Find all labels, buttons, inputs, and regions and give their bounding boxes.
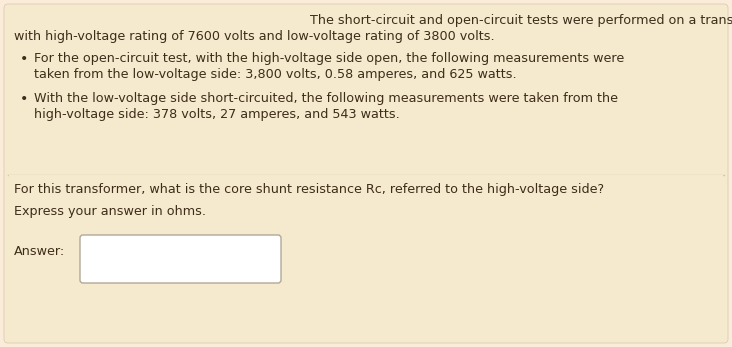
Text: •: • <box>20 52 29 66</box>
Text: The short-circuit and open-circuit tests were performed on a transformer,: The short-circuit and open-circuit tests… <box>310 14 732 27</box>
FancyBboxPatch shape <box>80 235 281 283</box>
FancyBboxPatch shape <box>4 4 728 343</box>
Text: Answer:: Answer: <box>14 245 65 258</box>
Text: high-voltage side: 378 volts, 27 amperes, and 543 watts.: high-voltage side: 378 volts, 27 amperes… <box>34 108 400 121</box>
Text: •: • <box>20 92 29 106</box>
Text: For this transformer, what is the core shunt resistance Rc, referred to the high: For this transformer, what is the core s… <box>14 183 604 196</box>
Bar <box>9 175 723 338</box>
Text: Express your answer in ohms.: Express your answer in ohms. <box>14 205 206 218</box>
Text: taken from the low-voltage side: 3,800 volts, 0.58 amperes, and 625 watts.: taken from the low-voltage side: 3,800 v… <box>34 68 517 81</box>
Text: with high-voltage rating of 7600 volts and low-voltage rating of 3800 volts.: with high-voltage rating of 7600 volts a… <box>14 30 495 43</box>
Text: For the open-circuit test, with the high-voltage side open, the following measur: For the open-circuit test, with the high… <box>34 52 624 65</box>
Text: With the low-voltage side short-circuited, the following measurements were taken: With the low-voltage side short-circuite… <box>34 92 618 105</box>
